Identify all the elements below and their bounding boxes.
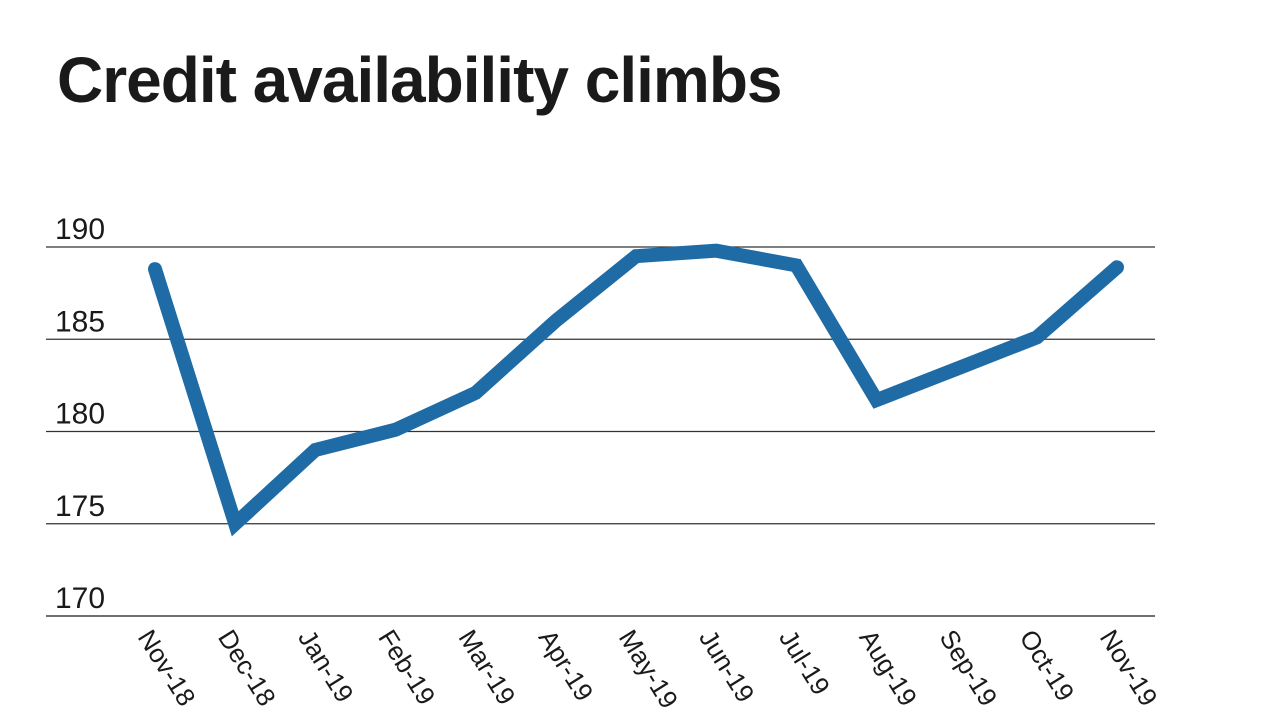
x-tick-label: Apr-19	[533, 624, 600, 706]
x-tick-label: Dec-18	[212, 624, 282, 711]
x-tick-label: Jan-19	[292, 624, 360, 707]
y-tick-label: 190	[55, 213, 105, 246]
x-tick-label: Nov-18	[132, 624, 202, 711]
x-tick-label: May-19	[613, 624, 684, 713]
y-tick-label: 170	[55, 582, 105, 615]
x-tick-label: Jul-19	[773, 624, 836, 700]
x-tick-label: Mar-19	[453, 624, 522, 710]
x-tick-label: Sep-19	[934, 624, 1004, 711]
x-tick-label: Aug-19	[853, 624, 923, 711]
y-tick-label: 175	[55, 490, 105, 523]
chart-title: Credit availability climbs	[57, 44, 782, 116]
y-tick-label: 185	[55, 305, 105, 338]
x-tick-label: Jun-19	[693, 624, 761, 707]
data-line	[148, 243, 1124, 537]
x-tick-label: Feb-19	[372, 624, 441, 710]
x-tick-label: Nov-19	[1094, 624, 1164, 711]
x-tick-label: Oct-19	[1014, 624, 1081, 706]
y-tick-label: 180	[55, 398, 105, 431]
